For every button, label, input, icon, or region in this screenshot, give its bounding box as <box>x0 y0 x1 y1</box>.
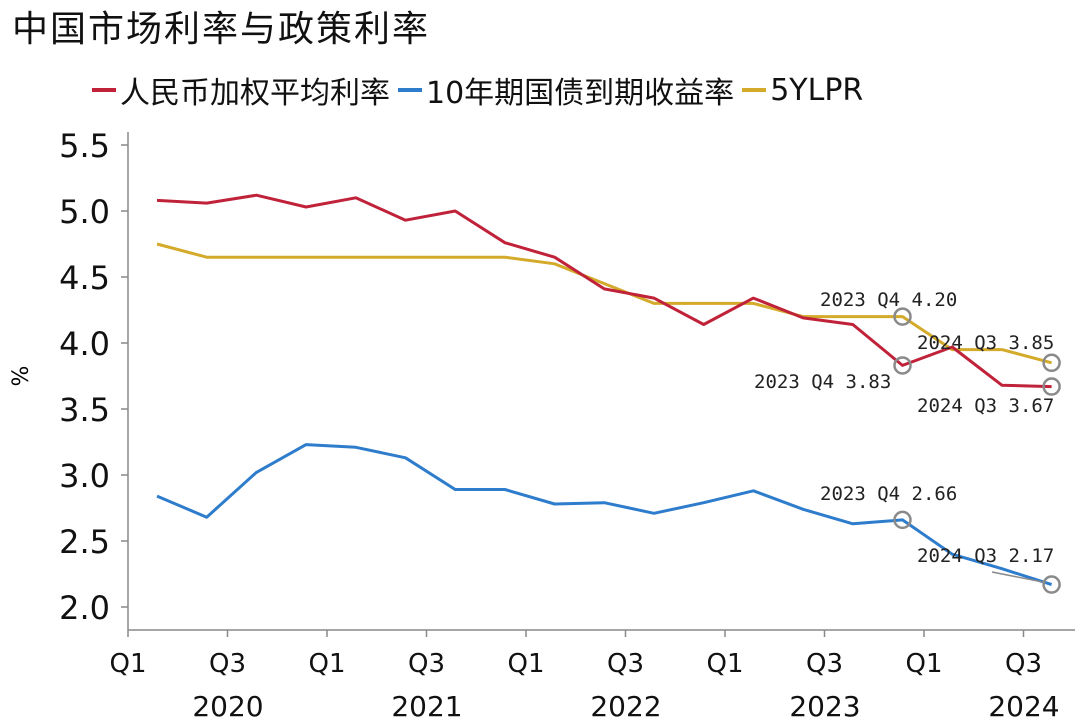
x-tick-label: Q1 <box>905 649 942 679</box>
x-tick-label: Q3 <box>607 649 644 679</box>
legend-label-weighted-rate: 人民币加权平均利率 <box>120 76 390 111</box>
legend-item-5ylpr: 5YLPR <box>742 73 863 108</box>
legend-swatch-weighted-rate <box>92 88 116 92</box>
legend-swatch-5ylpr <box>742 88 767 92</box>
chart-title: 中国市场利率与政策利率 <box>12 9 431 50</box>
annotation-label: 2023 Q4 3.83 <box>754 371 891 393</box>
y-tick-label: 5.5 <box>59 127 110 165</box>
x-year-label: 2022 <box>590 690 661 723</box>
y-tick-label: 2.0 <box>59 589 110 627</box>
annotation-marker <box>893 510 912 530</box>
y-tick-label: 5.0 <box>59 193 110 231</box>
legend-label-5ylpr: 5YLPR <box>770 72 864 108</box>
x-tick-label: Q3 <box>408 649 445 679</box>
x-year-label: 2020 <box>192 690 263 723</box>
x-year-label: 2021 <box>391 690 462 723</box>
x-tick-label: Q1 <box>109 649 146 679</box>
annotation-label: 2024 Q3 3.67 <box>917 395 1054 417</box>
annotation-label: 2024 Q3 3.85 <box>917 332 1054 354</box>
y-tick-label: 3.0 <box>59 457 110 495</box>
legend: 人民币加权平均利率 10年期国债到期收益率 5YLPR <box>92 68 871 112</box>
y-axis-label: % <box>9 366 34 387</box>
legend-swatch-bond-yield <box>398 88 422 92</box>
annotation-leader <box>991 571 1046 584</box>
legend-item-bond-yield: 10年期国债到期收益率 <box>398 68 734 112</box>
legend-label-bond-yield: 10年期国债到期收益率 <box>426 76 735 111</box>
x-tick-label: Q3 <box>806 649 843 679</box>
x-tick-label: Q1 <box>706 649 743 679</box>
annotation-label: 2023 Q4 4.20 <box>820 289 957 311</box>
annotation-label: 2024 Q3 2.17 <box>917 545 1054 567</box>
y-tick-label: 4.5 <box>59 259 110 297</box>
annotation-marker <box>1042 353 1061 373</box>
annotation-label: 2023 Q4 2.66 <box>820 483 957 505</box>
annotation-marker <box>1042 377 1061 396</box>
x-tick-label: Q3 <box>209 649 246 679</box>
annotation-marker <box>893 307 912 326</box>
x-tick-label: Q3 <box>1005 649 1042 679</box>
y-tick-label: 3.5 <box>59 391 110 429</box>
series-line-1 <box>156 443 1053 587</box>
annotation-marker <box>1042 575 1061 594</box>
x-tick-label: Q1 <box>308 649 345 679</box>
y-tick-label: 2.5 <box>59 523 110 561</box>
annotation-marker <box>893 356 912 375</box>
x-year-label: 2024 <box>988 690 1059 723</box>
legend-item-weighted-rate: 人民币加权平均利率 <box>92 68 390 112</box>
x-tick-label: Q1 <box>507 649 544 679</box>
x-year-label: 2023 <box>789 690 860 723</box>
series-line-0 <box>156 193 1052 389</box>
series-line-2 <box>156 242 1052 365</box>
y-tick-label: 4.0 <box>59 325 110 363</box>
